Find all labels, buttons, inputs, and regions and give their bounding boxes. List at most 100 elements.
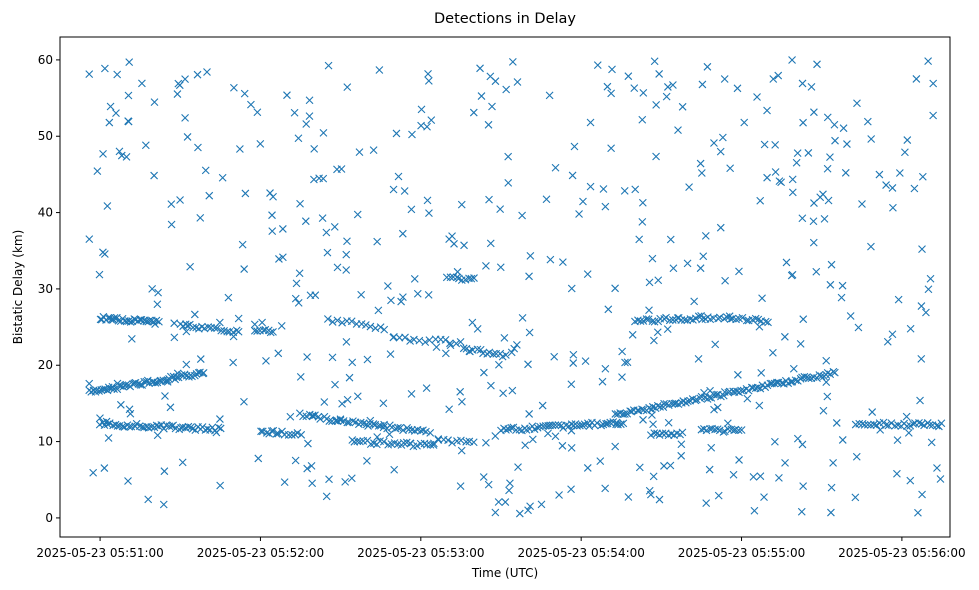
data-point [278, 253, 287, 262]
data-point [737, 426, 746, 434]
data-point [116, 400, 125, 409]
data-point [636, 317, 645, 325]
data-point [608, 65, 616, 74]
data-point [218, 173, 227, 182]
x-tick-label: 2025-05-23 05:51:00 [36, 546, 163, 560]
data-point [199, 369, 208, 377]
data-point [838, 281, 847, 290]
data-point [690, 297, 699, 306]
data-point [328, 318, 337, 326]
data-point [338, 318, 347, 327]
data-point [302, 120, 311, 128]
data-point [501, 351, 510, 359]
data-point [829, 459, 837, 467]
data-point [476, 64, 484, 73]
data-point [596, 457, 605, 465]
data-point [422, 440, 431, 449]
data-point [444, 436, 452, 445]
data-point [793, 149, 802, 158]
data-point [618, 373, 626, 382]
data-point [507, 348, 516, 357]
data-point [917, 420, 926, 428]
data-point [685, 183, 693, 192]
data-point [824, 196, 833, 205]
data-point [303, 353, 312, 361]
data-point [671, 399, 680, 408]
data-point [170, 333, 179, 342]
data-point [837, 293, 846, 302]
data-point [775, 177, 784, 185]
data-point [677, 451, 686, 460]
y-axis: 0 10 20 30 40 50 60 [38, 53, 60, 525]
data-point [525, 410, 534, 418]
data-point [623, 358, 632, 367]
data-point [863, 420, 872, 429]
y-tick-label: 30 [38, 282, 53, 296]
data-point [224, 293, 233, 302]
data-point [513, 78, 522, 86]
data-point [616, 420, 625, 429]
data-point [267, 427, 276, 436]
data-point [311, 291, 320, 300]
data-point [618, 347, 627, 356]
data-point [937, 419, 946, 428]
data-point [932, 421, 941, 430]
data-point [882, 421, 890, 430]
data-point [345, 373, 354, 382]
data-point [598, 377, 607, 386]
data-point [324, 61, 333, 70]
data-point [757, 368, 766, 377]
data-point [669, 264, 678, 273]
data-point [906, 476, 915, 485]
data-point [102, 417, 111, 426]
data-point [320, 398, 329, 406]
data-point [141, 141, 150, 150]
data-point [486, 239, 495, 248]
data-point [831, 136, 839, 145]
data-point [379, 399, 388, 408]
data-point [819, 406, 828, 415]
data-point [407, 205, 416, 214]
data-point [696, 264, 705, 273]
data-point [662, 313, 670, 322]
data-point [473, 345, 482, 354]
data-point [469, 438, 478, 447]
data-point [918, 172, 927, 181]
data-point [163, 378, 172, 386]
data-point [457, 200, 466, 209]
data-point [903, 422, 911, 431]
data-point [485, 348, 494, 357]
data-point [726, 164, 735, 173]
data-point [635, 463, 644, 472]
data-point [789, 364, 798, 373]
data-point [387, 296, 395, 305]
data-point [150, 98, 159, 107]
data-point [771, 437, 779, 446]
data-point [649, 472, 658, 481]
data-point [201, 166, 210, 175]
data-point [258, 318, 266, 327]
data-point [216, 415, 224, 423]
data-point [137, 315, 146, 324]
data-point [389, 333, 398, 342]
data-point [424, 291, 433, 299]
data-point [148, 285, 157, 293]
data-point [558, 441, 567, 450]
data-point [104, 434, 113, 442]
data-point [583, 464, 592, 472]
data-point [581, 357, 590, 365]
data-point [482, 261, 490, 270]
data-point [113, 379, 122, 388]
data-points [85, 56, 946, 518]
data-point [586, 182, 595, 191]
data-point [649, 420, 657, 429]
data-point [798, 79, 807, 88]
data-point [567, 380, 576, 389]
data-point [918, 490, 926, 499]
data-point [85, 235, 94, 243]
data-point [356, 418, 365, 427]
data-point [310, 144, 319, 153]
data-point [916, 396, 924, 405]
data-point [528, 435, 537, 444]
data-point [882, 181, 890, 189]
